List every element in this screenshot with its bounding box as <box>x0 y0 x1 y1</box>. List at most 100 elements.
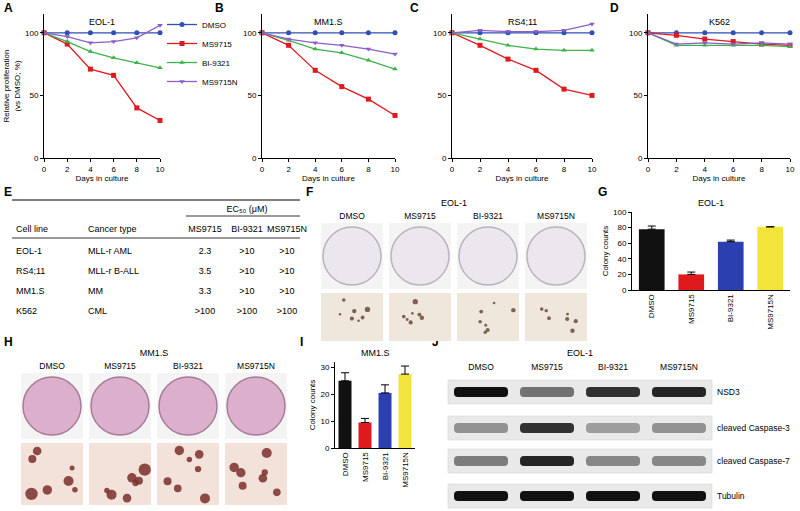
svg-text:>100: >100 <box>277 306 297 316</box>
svg-text:3.3: 3.3 <box>199 286 212 296</box>
svg-text:0: 0 <box>42 165 47 174</box>
svg-text:MM1.S: MM1.S <box>16 286 45 296</box>
svg-text:10: 10 <box>320 417 329 426</box>
svg-text:MS9715N: MS9715N <box>267 224 307 234</box>
svg-text:cleaved Caspase-7: cleaved Caspase-7 <box>717 456 790 466</box>
svg-text:NSD3: NSD3 <box>717 387 740 397</box>
svg-text:Colony counts: Colony counts <box>308 380 317 431</box>
svg-text:4: 4 <box>88 165 93 174</box>
svg-text:EOL-1: EOL-1 <box>16 246 42 256</box>
svg-text:K562: K562 <box>16 306 37 316</box>
svg-text:2.3: 2.3 <box>199 246 212 256</box>
svg-text:>10: >10 <box>279 246 294 256</box>
svg-text:>100: >100 <box>195 306 215 316</box>
svg-text:50: 50 <box>247 91 256 100</box>
svg-text:40: 40 <box>617 255 626 264</box>
svg-text:10: 10 <box>156 165 165 174</box>
svg-text:20: 20 <box>617 270 626 279</box>
svg-text:DMSO: DMSO <box>202 21 226 30</box>
svg-text:MM: MM <box>88 286 103 296</box>
svg-text:MS9715N: MS9715N <box>660 362 698 372</box>
svg-text:MM1.S: MM1.S <box>314 17 343 27</box>
svg-text:30: 30 <box>320 363 329 372</box>
svg-text:Tubulin: Tubulin <box>717 491 745 501</box>
svg-text:MM1.S: MM1.S <box>361 348 390 358</box>
svg-text:Days in culture: Days in culture <box>302 174 355 183</box>
svg-text:MS9715: MS9715 <box>404 211 436 221</box>
svg-text:BI-9321: BI-9321 <box>231 224 263 234</box>
svg-text:80: 80 <box>617 223 626 232</box>
svg-text:Colony counts: Colony counts <box>601 226 610 277</box>
svg-text:10: 10 <box>391 165 400 174</box>
svg-text:4: 4 <box>313 165 318 174</box>
svg-text:MS9715: MS9715 <box>531 362 563 372</box>
svg-text:6: 6 <box>731 165 736 174</box>
svg-text:10: 10 <box>588 165 597 174</box>
svg-text:DMSO: DMSO <box>468 362 494 372</box>
svg-text:>10: >10 <box>279 266 294 276</box>
svg-text:MS9715N: MS9715N <box>401 452 410 488</box>
svg-text:BI-9321: BI-9321 <box>381 452 390 481</box>
svg-text:0: 0 <box>325 444 330 453</box>
svg-text:6: 6 <box>534 165 539 174</box>
svg-text:MS9715: MS9715 <box>361 452 370 482</box>
svg-text:DMSO: DMSO <box>647 294 656 318</box>
svg-text:50: 50 <box>633 91 642 100</box>
svg-text:MS9715: MS9715 <box>188 224 222 234</box>
svg-text:EC₅₀ (μM): EC₅₀ (μM) <box>226 204 267 214</box>
svg-text:2: 2 <box>674 165 679 174</box>
svg-text:BI-9321: BI-9321 <box>202 59 231 68</box>
svg-text:BI-9321: BI-9321 <box>726 294 735 323</box>
svg-text:>10: >10 <box>279 286 294 296</box>
svg-text:EOL-1: EOL-1 <box>89 17 115 27</box>
svg-text:100: 100 <box>243 29 257 38</box>
svg-text:0: 0 <box>450 165 455 174</box>
svg-text:F: F <box>306 185 313 199</box>
svg-text:MS9715: MS9715 <box>687 294 696 324</box>
svg-text:8: 8 <box>135 165 140 174</box>
svg-text:2: 2 <box>286 165 291 174</box>
svg-text:8: 8 <box>366 165 371 174</box>
svg-text:MS9715N: MS9715N <box>202 78 238 87</box>
svg-text:MS9715N: MS9715N <box>237 361 275 371</box>
svg-text:0: 0 <box>622 286 627 295</box>
svg-text:EOL-1: EOL-1 <box>698 198 724 208</box>
svg-text:100: 100 <box>25 29 39 38</box>
svg-text:MLL-r B-ALL: MLL-r B-ALL <box>88 266 139 276</box>
svg-text:H: H <box>4 335 13 349</box>
svg-text:MS9715N: MS9715N <box>537 211 575 221</box>
svg-text:DMSO: DMSO <box>39 361 65 371</box>
svg-text:RS4;11: RS4;11 <box>16 266 45 276</box>
svg-text:>10: >10 <box>239 246 254 256</box>
svg-text:100: 100 <box>613 208 627 217</box>
svg-text:50: 50 <box>29 91 38 100</box>
svg-text:8: 8 <box>562 165 567 174</box>
svg-text:EOL-1: EOL-1 <box>567 348 593 358</box>
svg-text:BI-9321: BI-9321 <box>598 362 628 372</box>
svg-text:Days in culture: Days in culture <box>496 174 549 183</box>
svg-text:8: 8 <box>759 165 764 174</box>
svg-text:0: 0 <box>260 165 265 174</box>
svg-text:I: I <box>300 335 303 349</box>
svg-text:6: 6 <box>111 165 116 174</box>
svg-text:Days in culture: Days in culture <box>693 174 746 183</box>
svg-text:MS9715N: MS9715N <box>766 294 775 330</box>
svg-text:EOL-1: EOL-1 <box>441 198 467 208</box>
svg-text:100: 100 <box>629 29 643 38</box>
svg-text:>100: >100 <box>237 306 257 316</box>
svg-text:Cancer type: Cancer type <box>88 224 137 234</box>
svg-text:MM1.S: MM1.S <box>140 348 169 358</box>
svg-text:20: 20 <box>320 390 329 399</box>
svg-text:4: 4 <box>506 165 511 174</box>
svg-text:Relative proliferation(vs DMSO: Relative proliferation(vs DMSO; %) <box>2 50 21 123</box>
svg-text:cleaved Caspase-3: cleaved Caspase-3 <box>717 423 790 433</box>
svg-text:C: C <box>410 1 419 15</box>
svg-text:>10: >10 <box>239 266 254 276</box>
svg-text:0: 0 <box>442 154 447 163</box>
svg-text:RS4;11: RS4;11 <box>508 17 537 27</box>
svg-text:G: G <box>598 185 607 199</box>
svg-text:CML: CML <box>88 306 107 316</box>
svg-text:B: B <box>215 1 224 15</box>
svg-text:2: 2 <box>478 165 483 174</box>
svg-text:Days in culture: Days in culture <box>76 174 129 183</box>
